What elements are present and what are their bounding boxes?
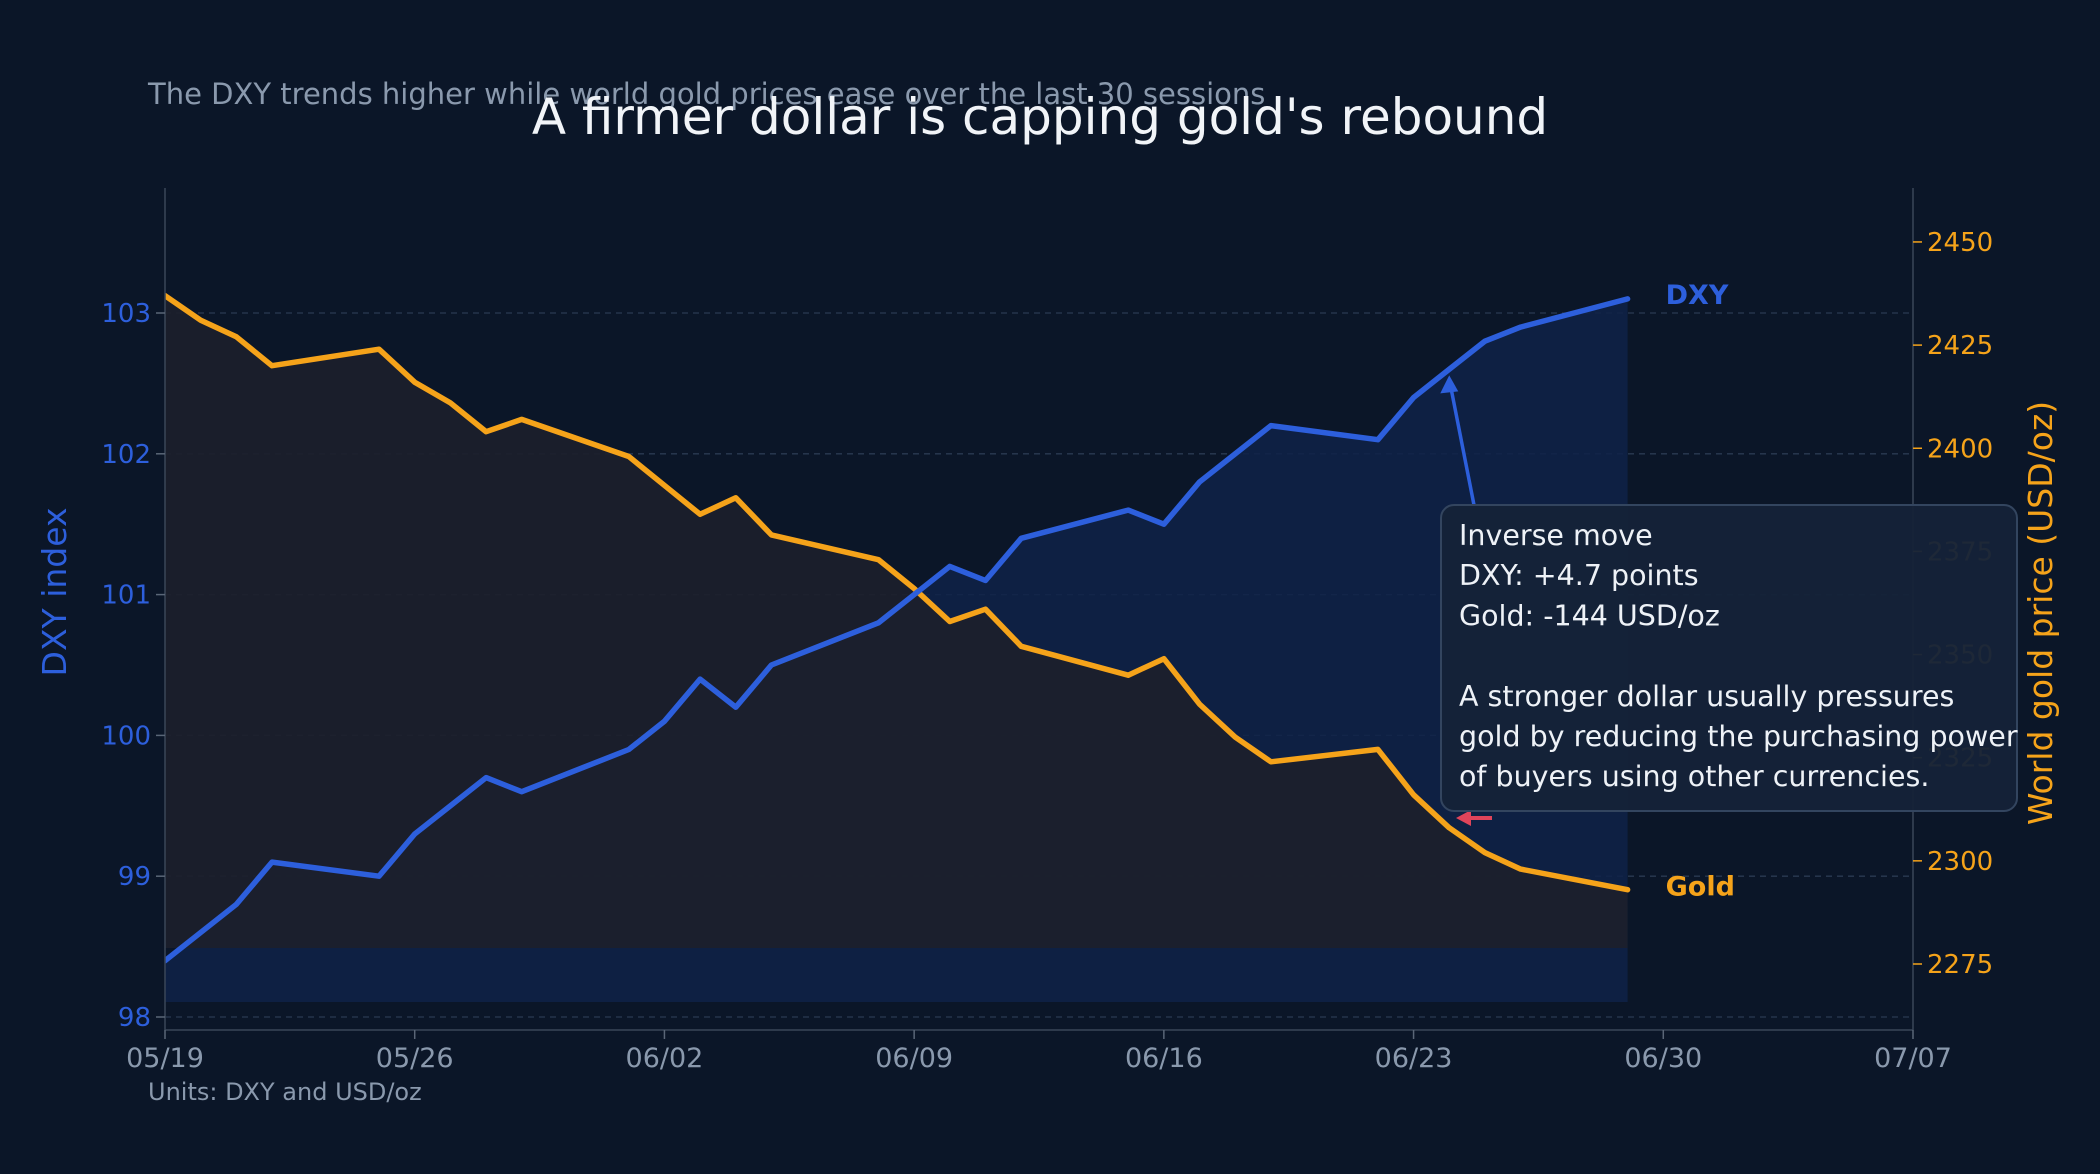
left-tick-label: 98 — [118, 1003, 151, 1033]
gold-line — [165, 292, 1631, 893]
left-axis-label: DXY index — [35, 508, 74, 677]
annotation-line: DXY: +4.7 points — [1459, 559, 1699, 592]
annotation-line: A stronger dollar usually pressures — [1459, 680, 1954, 713]
dxy-line — [165, 296, 1631, 964]
gold-series-label: Gold — [1666, 872, 1735, 903]
annotation-line: of buyers using other currencies. — [1459, 760, 1929, 793]
x-tick-label: 06/16 — [1125, 1043, 1203, 1074]
x-tick-label: 06/09 — [875, 1043, 953, 1074]
left-tick-label: 103 — [101, 299, 151, 329]
x-tick-label: 06/23 — [1375, 1043, 1453, 1074]
footnote: Units: DXY and USD/oz — [148, 1078, 422, 1106]
right-tick-label: 2300 — [1927, 847, 1993, 877]
left-tick-label: 101 — [101, 581, 151, 611]
x-tick-label: 06/02 — [626, 1043, 704, 1074]
right-axis-label: World gold price (USD/oz) — [2021, 401, 2060, 825]
right-tick-label: 2400 — [1927, 434, 1993, 464]
annotation-line: Gold: -144 USD/oz — [1459, 599, 1720, 632]
x-tick-label: 07/07 — [1874, 1043, 1952, 1074]
gold-area — [165, 295, 1628, 949]
left-tick-label: 102 — [101, 440, 151, 470]
chart-title: A firmer dollar is capping gold's reboun… — [532, 88, 1548, 146]
x-tick-label: 05/19 — [126, 1043, 204, 1074]
gold-arrowhead — [1456, 810, 1471, 826]
dxy-arrowhead — [1440, 375, 1459, 394]
x-tick-label: 05/26 — [376, 1043, 454, 1074]
right-tick-label: 2275 — [1927, 950, 1993, 980]
dxy-arrow — [1449, 388, 1476, 506]
chart-subtitle: The DXY trends higher while world gold p… — [147, 77, 1265, 111]
left-tick-label: 100 — [101, 721, 151, 751]
annotation-line: Inverse move — [1459, 519, 1653, 552]
right-tick-label: 2425 — [1927, 331, 1993, 361]
annotation-box — [1440, 504, 2018, 812]
dxy-series-label: DXY — [1666, 280, 1729, 311]
left-tick-label: 99 — [118, 862, 151, 892]
right-tick-label: 2450 — [1927, 228, 1993, 258]
x-tick-label: 06/30 — [1624, 1043, 1702, 1074]
annotation-line: gold by reducing the purchasing power — [1459, 720, 2018, 753]
